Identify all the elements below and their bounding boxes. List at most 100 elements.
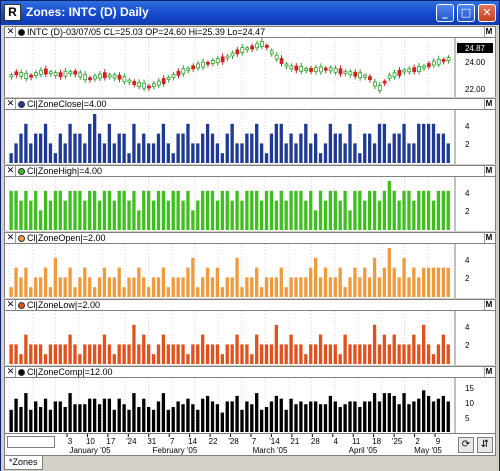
zonehigh-bar [309, 190, 313, 230]
zonecomp-bar [328, 395, 333, 432]
pane-close-icon[interactable]: ✕ [6, 27, 16, 37]
zonecomp-bar [191, 404, 195, 432]
zonecomp-bar [34, 401, 38, 432]
candle-body [43, 68, 48, 75]
tab-zones[interactable]: *Zones [4, 456, 43, 470]
minimize-button[interactable]: _ [436, 4, 454, 22]
zonecomp-bar [309, 401, 313, 432]
zonehigh-bar [235, 190, 239, 230]
pane-menu-button[interactable]: M [484, 233, 493, 243]
day-tick-label: 14 [188, 437, 197, 446]
zonehigh-bar [58, 190, 62, 230]
zonecomp-pane[interactable]: 15 10 5 [4, 378, 496, 433]
zonecomp-bar [53, 401, 58, 432]
expand-icon[interactable]: ⇵ [477, 437, 493, 453]
zonehigh-bar [372, 190, 377, 230]
candle-body [14, 71, 19, 76]
zonecomp-tick-5: 5 [465, 414, 470, 423]
zonelow-pane[interactable]: 4 2 [4, 311, 496, 365]
price-pane-label: INTC (D)-03/07/05 CL=25.03 OP=24.60 Hi=2… [27, 27, 266, 37]
zoneopen-bar [156, 277, 161, 297]
zonecomp-bar [97, 404, 102, 432]
zoneclose-bar [142, 133, 146, 163]
zoneclose-bar [186, 123, 190, 163]
candle-body [333, 67, 338, 73]
candle-body [412, 67, 417, 73]
pane-menu-button[interactable]: M [484, 99, 493, 109]
candle-body [78, 72, 83, 78]
zoneopen-bar [201, 277, 205, 297]
zoneopen-bar [363, 267, 367, 297]
zonelow-bar [19, 354, 23, 364]
candle-body [63, 70, 68, 77]
zonelow-bar [68, 334, 72, 364]
zonelow-pane-label: Cl|ZoneLow|=2.00 [27, 300, 100, 310]
pane-menu-button[interactable]: M [484, 367, 493, 377]
zonelow-tick-2: 2 [465, 341, 470, 350]
zoneopen-pane[interactable]: 4 2 [4, 244, 496, 298]
day-tick-label: '25 [392, 437, 403, 446]
zoneclose-bar [156, 133, 161, 163]
pane-menu-button[interactable]: M [484, 300, 493, 310]
zonelow-bar [338, 354, 342, 364]
candle-body [294, 65, 299, 71]
zonecomp-bar [289, 398, 293, 432]
zonelow-bar [156, 344, 161, 364]
day-tick-label: 22 [209, 437, 218, 446]
zonehigh-bar [431, 200, 436, 230]
zoneopen-bar [441, 267, 445, 297]
zonehigh-bar [38, 210, 43, 230]
zonelow-bar [225, 344, 229, 364]
zonecomp-bar [107, 398, 112, 432]
pane-menu-button[interactable]: M [484, 166, 493, 176]
zoneopen-bar [279, 267, 283, 297]
zonelow-bar [215, 344, 220, 364]
zonehigh-bar [304, 200, 308, 230]
zonehigh-bar [353, 190, 357, 230]
zoneclose-bar [284, 143, 288, 163]
pane-close-icon[interactable]: ✕ [6, 166, 16, 176]
zoneclose-bar [250, 133, 254, 163]
refresh-icon[interactable]: ⟳ [458, 437, 474, 453]
pane-close-icon[interactable]: ✕ [6, 99, 16, 109]
zonehigh-bar [43, 190, 48, 230]
zonehigh-bar [363, 200, 367, 230]
zonehigh-bar [323, 200, 328, 230]
zoneclose-bar [107, 123, 112, 163]
zonecomp-bar [338, 407, 342, 432]
zonehigh-bar [34, 190, 38, 230]
price-chart-pane[interactable]: 24.87 24.00 22.00 [4, 37, 496, 97]
candle-body [441, 59, 446, 62]
zonehigh-bar [181, 200, 185, 230]
zonehigh-bar [412, 200, 416, 230]
zonelow-bar [255, 334, 259, 364]
zonelow-bar [230, 344, 234, 364]
zoneclose-pane[interactable]: 4 2 [4, 110, 496, 164]
zonecomp-bar [431, 401, 436, 432]
zoneopen-bar [97, 277, 102, 297]
zonecomp-bar [255, 393, 259, 432]
pane-menu-button[interactable]: M [484, 27, 493, 37]
maximize-button[interactable]: □ [457, 4, 475, 22]
pane-close-icon[interactable]: ✕ [6, 300, 16, 310]
zoneclose-bar [441, 133, 445, 163]
zonelow-bar [166, 344, 170, 364]
pane-close-icon[interactable]: ✕ [6, 233, 16, 243]
candle-body [446, 57, 451, 62]
zoneclose-bar [348, 123, 352, 163]
zonelow-bar [83, 344, 87, 364]
candle-body [210, 60, 215, 64]
chart-scroll-box[interactable] [7, 436, 55, 448]
zonehigh-pane[interactable]: 4 2 [4, 177, 496, 231]
zoneclose-bar [147, 143, 151, 163]
zoneopen-svg: 4 2 [8, 244, 470, 298]
title-bar[interactable]: R Zones: INTC (D) Daily _ □ ✕ [1, 1, 499, 25]
month-label: April '05 [349, 446, 378, 455]
candle-body [127, 79, 132, 83]
zoneclose-pane-header: ✕ Cl|ZoneClose|=4.00 M [4, 98, 496, 110]
close-button[interactable]: ✕ [478, 4, 496, 22]
zonecomp-bar [313, 401, 318, 432]
price-series-dot [18, 29, 25, 36]
pane-close-icon[interactable]: ✕ [6, 367, 16, 377]
price-gridlines [8, 38, 452, 97]
